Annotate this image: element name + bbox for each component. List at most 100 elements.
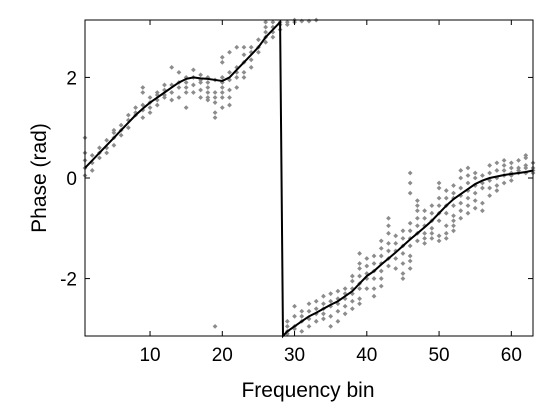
- scatter-point: [198, 95, 204, 100]
- scatter-point: [407, 220, 413, 226]
- scatter-point: [386, 240, 391, 246]
- x-tick-label: 20: [212, 345, 233, 366]
- scatter-point: [494, 175, 500, 181]
- scatter-point: [436, 218, 442, 224]
- scatter-point: [270, 19, 276, 25]
- scatter-point: [458, 168, 464, 173]
- scatter-point: [516, 168, 521, 173]
- scatter-point: [465, 195, 471, 201]
- scatter-point: [241, 44, 247, 50]
- scatter-point: [494, 183, 500, 188]
- scatter-point: [516, 157, 521, 163]
- scatter-point: [234, 44, 240, 50]
- scatter-point: [378, 283, 384, 289]
- scatter-point: [480, 185, 485, 191]
- scatter-point: [465, 203, 471, 209]
- scatter-point: [212, 110, 218, 116]
- scatter-point: [104, 145, 110, 151]
- scatter-point: [190, 82, 196, 88]
- scatter-point: [212, 100, 218, 105]
- scatter-point: [472, 205, 478, 211]
- x-tick-label: 60: [501, 345, 522, 366]
- scatter-point: [219, 59, 225, 65]
- scatter-point: [407, 266, 413, 271]
- scatter-point: [256, 49, 261, 55]
- scatter-point: [393, 240, 399, 246]
- scatter-point: [378, 238, 384, 244]
- scatter-point: [335, 288, 341, 294]
- scatter-point: [125, 112, 131, 118]
- scatter-point: [219, 80, 225, 85]
- scatter-point: [349, 306, 355, 312]
- scatter-point: [89, 152, 95, 158]
- scatter-point: [364, 286, 370, 292]
- scatter-point: [241, 75, 247, 80]
- scatter-point: [104, 137, 110, 143]
- scatter-point: [321, 293, 326, 299]
- scatter-point: [198, 77, 204, 83]
- scatter-point: [89, 168, 95, 173]
- scatter-point: [436, 185, 442, 191]
- scatter-point: [393, 266, 399, 271]
- scatter-point: [451, 190, 456, 196]
- scatter-point: [328, 313, 334, 319]
- scatter-point: [140, 85, 146, 90]
- scatter-point: [371, 286, 377, 292]
- scatter-point: [227, 102, 232, 108]
- scatter-point: [147, 95, 153, 100]
- scatter-point: [212, 323, 218, 329]
- scatter-point: [313, 306, 319, 312]
- scatter-point: [472, 198, 478, 204]
- scatter-point: [256, 37, 261, 43]
- scatter-point: [321, 316, 326, 322]
- scatter-point: [487, 170, 493, 176]
- scatter-point: [386, 223, 391, 229]
- scatter-point: [219, 85, 225, 90]
- scatter-point: [169, 82, 175, 88]
- scatter-point: [472, 175, 478, 181]
- scatter-point: [378, 276, 384, 281]
- scatter-point: [313, 298, 319, 304]
- scatter-point: [400, 261, 406, 266]
- scatter-point: [234, 85, 240, 90]
- scatter-point: [263, 19, 269, 25]
- scatter-point: [451, 223, 456, 229]
- scatter-point: [335, 318, 341, 324]
- scatter-point: [501, 180, 507, 186]
- scatter-point: [407, 253, 413, 259]
- scatter-point: [313, 318, 319, 324]
- scatter-point: [292, 313, 297, 319]
- scatter-point: [429, 203, 435, 209]
- scatter-point: [422, 230, 428, 236]
- scatter-point: [321, 311, 326, 317]
- scatter-point: [342, 286, 348, 292]
- scatter-point: [227, 87, 232, 93]
- scatter-point: [270, 24, 276, 30]
- scatter-point: [386, 230, 391, 236]
- scatter-point: [284, 19, 290, 25]
- scatter-point: [154, 102, 160, 108]
- scatter-point: [284, 22, 290, 28]
- scatter-point: [494, 160, 500, 166]
- scatter-point: [133, 105, 138, 110]
- scatter-point: [400, 235, 406, 241]
- x-axis-label: Frequency bin: [241, 379, 374, 402]
- scatter-point: [422, 235, 428, 241]
- y-tick-label: -2: [60, 270, 77, 291]
- scatter-point: [407, 258, 413, 264]
- scatter-point: [183, 105, 189, 110]
- scatter-point: [162, 95, 167, 100]
- scatter-point: [386, 215, 391, 221]
- scatter-point: [443, 235, 449, 241]
- scatter-point: [357, 296, 362, 302]
- scatter-point: [299, 308, 305, 314]
- scatter-point: [458, 215, 464, 221]
- scatter-point: [183, 90, 189, 95]
- scatter-point: [429, 235, 435, 241]
- scatter-point: [414, 203, 420, 209]
- scatter-point: [306, 323, 312, 329]
- scatter-point: [306, 18, 312, 24]
- scatter-point: [183, 80, 189, 85]
- scatter-point: [306, 308, 312, 314]
- scatter-point: [407, 180, 413, 186]
